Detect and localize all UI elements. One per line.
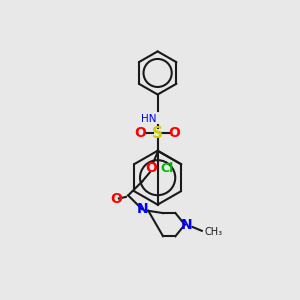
Text: HN: HN — [141, 114, 156, 124]
Text: Cl: Cl — [160, 162, 174, 175]
Text: O: O — [135, 126, 146, 140]
Text: N: N — [181, 218, 192, 232]
Text: CH₃: CH₃ — [205, 227, 223, 237]
Text: O: O — [110, 192, 122, 206]
Text: O: O — [169, 126, 181, 140]
Text: O: O — [146, 161, 158, 175]
Text: S: S — [152, 125, 163, 140]
Text: N: N — [136, 202, 148, 216]
